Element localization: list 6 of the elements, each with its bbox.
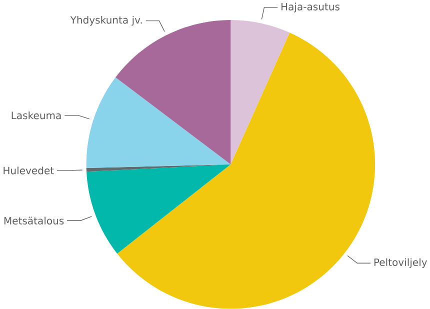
slice-label: Metsätalous xyxy=(4,216,64,225)
slice-label: Peltoviljely xyxy=(374,258,428,268)
slice-label: Haja-asutus xyxy=(281,2,340,12)
slice-label: Laskeuma xyxy=(12,112,61,120)
slice-label: Hulevedet xyxy=(4,166,54,174)
slice-label: Yhdyskunta jv. xyxy=(70,16,142,26)
